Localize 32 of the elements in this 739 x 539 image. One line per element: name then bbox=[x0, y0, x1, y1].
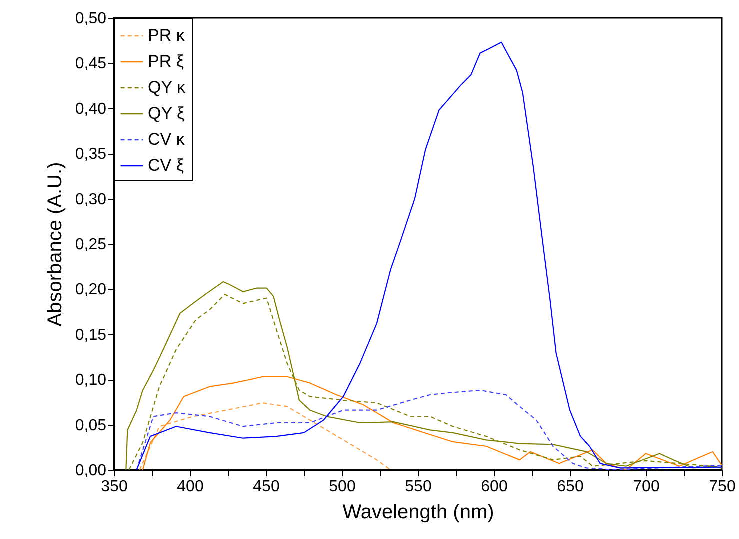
line-series bbox=[139, 402, 392, 470]
y-tick-label: 0,45 bbox=[75, 56, 107, 73]
x-axis-title: Wavelength (nm) bbox=[342, 502, 494, 524]
y-tick-label: 0,00 bbox=[75, 462, 107, 480]
x-tick-label: 700 bbox=[633, 478, 660, 496]
y-tick-label: 0,10 bbox=[75, 372, 107, 390]
legend-label: CV κ bbox=[148, 130, 186, 149]
x-tick-label: 400 bbox=[177, 478, 204, 496]
legend-label: CV ξ bbox=[148, 156, 184, 175]
line-series bbox=[142, 376, 722, 470]
x-tick-label: 600 bbox=[481, 478, 508, 496]
x-tick-label: 450 bbox=[253, 478, 280, 496]
y-axis-title: Absorbance (A.U.) bbox=[44, 162, 66, 327]
legend-label: QY ξ bbox=[148, 104, 185, 123]
x-tick-label: 500 bbox=[329, 478, 356, 496]
x-tick-label: 750 bbox=[709, 478, 736, 496]
y-tick-label: 0,25 bbox=[75, 236, 107, 254]
y-tick-label: 0,50 bbox=[75, 10, 107, 28]
y-tick-label: 0,05 bbox=[75, 417, 107, 434]
x-tick-label: 350 bbox=[101, 478, 128, 496]
legend-label: PR ξ bbox=[148, 52, 184, 71]
x-tick-label: 550 bbox=[405, 478, 432, 496]
y-tick-label: 0,15 bbox=[75, 326, 107, 344]
y-tick-label: 0,20 bbox=[75, 282, 107, 299]
line-series bbox=[136, 42, 722, 470]
y-tick-label: 0,30 bbox=[75, 191, 107, 208]
x-tick-label: 650 bbox=[557, 478, 584, 496]
legend-label: PR κ bbox=[148, 26, 186, 45]
legend-label: QY κ bbox=[148, 78, 186, 97]
y-tick-label: 0,40 bbox=[75, 100, 107, 118]
line-series bbox=[136, 390, 722, 470]
y-tick-label: 0,35 bbox=[75, 146, 107, 164]
